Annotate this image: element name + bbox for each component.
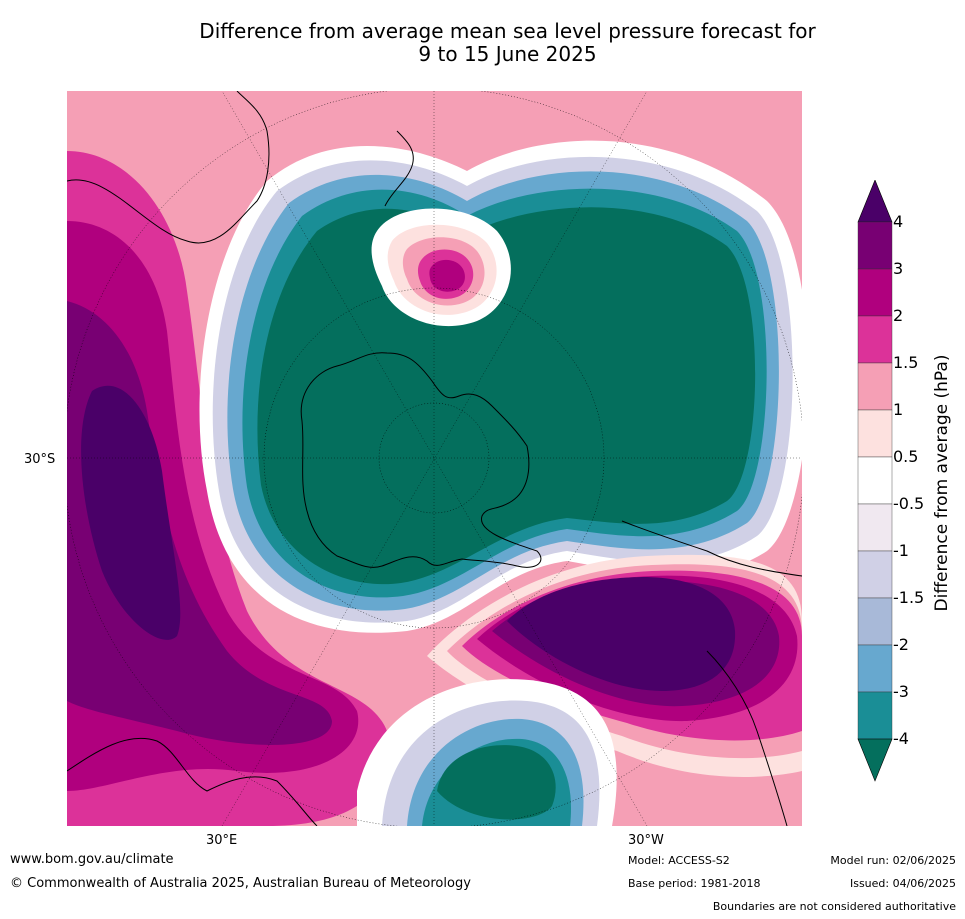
title-line-2: 9 to 15 June 2025: [418, 42, 597, 66]
colorbar-swatch: [857, 362, 893, 411]
boundaries-disclaimer: Boundaries are not considered authoritat…: [712, 900, 956, 913]
new-zealand-coastline: [384, 130, 414, 207]
colorbar-tick-label: 1.5: [893, 353, 919, 372]
meridian-150: [221, 91, 648, 826]
colorbar-tick-label: 0.5: [893, 447, 919, 466]
colorbar-tick-label: 1: [893, 400, 904, 419]
copyright-text: © Commonwealth of Australia 2025, Austra…: [10, 876, 471, 891]
colorbar-tick-label: -4: [893, 729, 909, 748]
antarctica-coastline: [300, 352, 542, 568]
nz-high-3: [429, 259, 465, 292]
colorbar-swatch: [857, 456, 893, 505]
title-line-1: Difference from average mean sea level p…: [199, 19, 816, 43]
colorbar-swatch: [857, 268, 893, 317]
colorbar: [856, 179, 965, 785]
issued-date: Issued: 04/06/2025: [849, 877, 956, 890]
website-link[interactable]: www.bom.gov.au/climate: [10, 852, 174, 867]
colorbar-tick-label: -2: [893, 635, 909, 654]
colorbar-swatch: [857, 550, 893, 599]
colorbar-swatch: [857, 221, 893, 270]
colorbar-tick-label: 4: [893, 212, 904, 231]
base-period: Base period: 1981-2018: [628, 877, 761, 890]
colorbar-swatch: [857, 644, 893, 693]
low-minus-4: [257, 207, 756, 585]
meridian-30: [221, 91, 648, 826]
model-name: Model: ACCESS-S2: [628, 854, 730, 867]
colorbar-swatch: [857, 597, 893, 646]
colorbar-tick-label: -3: [893, 682, 909, 701]
colorbar-swatches: [857, 179, 893, 782]
south-america-coastline: [621, 520, 802, 826]
australia-coastline: [67, 91, 270, 244]
colorbar-swatch: [857, 315, 893, 364]
model-run-date: Model run: 02/06/2025: [830, 854, 956, 867]
south-low-minus-4: [437, 745, 556, 820]
colorbar-tick-label: -1: [893, 541, 909, 560]
west-high-4: [81, 385, 181, 640]
colorbar-tick-label: -0.5: [893, 494, 925, 513]
africa-coastline: [67, 737, 318, 826]
tick-label-30w: 30°W: [628, 833, 664, 848]
colorbar-title: Difference from average (hPa): [932, 354, 952, 612]
colorbar-swatch: [857, 409, 893, 458]
colorbar-tick-label: 2: [893, 306, 904, 325]
colorbar-swatch-max: [857, 179, 893, 223]
colorbar-tick-label: 3: [893, 259, 904, 278]
tick-label-30s: 30°S: [24, 452, 56, 467]
map-title: Difference from average mean sea level p…: [0, 20, 965, 66]
colorbar-swatch: [857, 691, 893, 740]
atl-high-4: [507, 577, 736, 691]
tick-label-30e: 30°E: [206, 833, 238, 848]
colorbar-swatch: [857, 503, 893, 552]
colorbar-swatch-min: [857, 738, 893, 782]
pressure-anomaly-map: [67, 91, 802, 826]
colorbar-tick-label: -1.5: [893, 588, 925, 607]
